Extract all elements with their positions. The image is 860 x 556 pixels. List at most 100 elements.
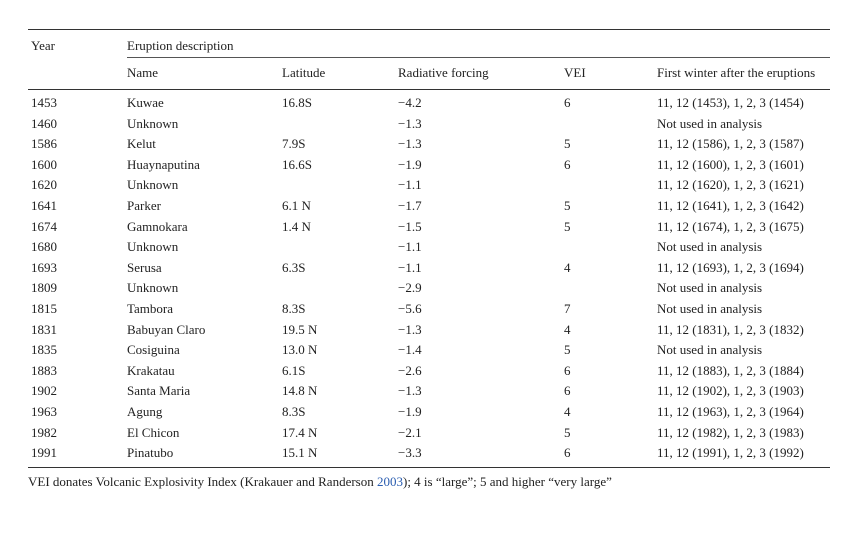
table-row: 1963 Agung 8.3S −1.9 4 11, 12 (1963), 1, 2, 3… — [0, 404, 860, 424]
cell-name: Pinatubo — [127, 445, 174, 461]
footnote-citation-link[interactable]: 2003 — [376, 474, 403, 489]
cell-first-winter: Not used in analysis — [657, 239, 763, 255]
cell-name: Gamnokara — [127, 218, 188, 234]
cell-first-winter: Not used in analysis — [657, 342, 763, 358]
table-row: 1453 Kuwae 16.8S −4.2 6 11, 12 (1453), 1, 2, … — [0, 95, 860, 115]
cell-latitude: 6.1 N — [282, 198, 311, 213]
cell-first-winter: 11, 12 (1902), 1, 2, 3 (1903) — [657, 383, 804, 399]
cell-vei: 5 — [564, 198, 571, 213]
cell-radiative-forcing: −1.1 — [398, 177, 422, 193]
cell-first-winter: Not used in analysis — [657, 115, 763, 131]
cell-latitude: 19.5 N — [282, 321, 318, 337]
cell-vei: 6 — [564, 156, 571, 172]
cell-name: Babuyan Claro — [127, 321, 206, 337]
cell-year: 1963 — [31, 404, 57, 419]
cell-first-winter: 11, 12 (1963), 1, 2, 3 (1964) — [657, 404, 804, 419]
table-row: 1600 Huaynaputina 16.6S −1.9 6 11, 12 (1600),… — [0, 157, 860, 177]
header-vei: VEI — [564, 65, 586, 80]
cell-name: Kuwae — [127, 95, 164, 110]
table-row: 1641 Parker 6.1 N −1.7 5 11, 12 (1641), 1, 2,… — [0, 198, 860, 218]
cell-vei: 5 — [564, 136, 571, 152]
cell-name: Unknown — [127, 239, 179, 255]
cell-vei: 6 — [564, 95, 571, 110]
cell-vei: 4 — [564, 404, 571, 419]
cell-name: Agung — [127, 404, 163, 419]
header-year: Year — [31, 38, 55, 53]
cell-radiative-forcing: −1.1 — [398, 239, 422, 255]
cell-first-winter: Not used in analysis — [657, 301, 763, 316]
cell-latitude: 16.6S — [282, 156, 312, 172]
table-row: 1620 Unknown −1.1 11, 12 (1620), 1, 2, 3 (1… — [0, 177, 860, 197]
cell-vei: 4 — [564, 321, 571, 337]
cell-radiative-forcing: −1.4 — [398, 342, 422, 358]
cell-radiative-forcing: −1.7 — [398, 198, 422, 213]
cell-latitude: 7.9S — [282, 136, 306, 152]
cell-name: Cosiguina — [127, 342, 180, 358]
cell-year: 1835 — [31, 342, 57, 358]
cell-vei: 6 — [564, 383, 571, 399]
table-row: 1831 Babuyan Claro 19.5 N −1.3 4 11, 12 (1831… — [0, 322, 860, 342]
table-row: 1815 Tambora 8.3S −5.6 7 Not used in analysis — [0, 301, 860, 321]
cell-latitude: 8.3S — [282, 404, 306, 419]
cell-first-winter: 11, 12 (1453), 1, 2, 3 (1454) — [657, 95, 804, 110]
cell-year: 1991 — [31, 445, 57, 461]
cell-year: 1641 — [31, 198, 57, 213]
cell-vei: 4 — [564, 259, 571, 275]
cell-vei: 6 — [564, 362, 571, 378]
cell-name: Serusa — [127, 259, 162, 275]
bottom-rule — [28, 467, 830, 468]
cell-year: 1600 — [31, 156, 57, 172]
header-eruption-description: Eruption description — [127, 38, 234, 53]
cell-first-winter: 11, 12 (1600), 1, 2, 3 (1601) — [657, 156, 804, 172]
table-row: 1460 Unknown −1.3 Not used in analysis — [0, 116, 860, 136]
cell-name: Parker — [127, 198, 161, 213]
cell-radiative-forcing: −2.9 — [398, 280, 422, 296]
cell-latitude: 14.8 N — [282, 383, 318, 399]
table-footnote: VEI donates Volcanic Explosivity Index (… — [28, 474, 612, 490]
table-row: 1586 Kelut 7.9S −1.3 5 11, 12 (1586), 1, 2, 3… — [0, 136, 860, 156]
cell-radiative-forcing: −1.3 — [398, 136, 422, 152]
cell-vei: 7 — [564, 301, 571, 316]
cell-year: 1586 — [31, 136, 57, 152]
cell-vei: 5 — [564, 424, 571, 440]
header-bottom-rule — [28, 89, 830, 90]
table-row: 1693 Serusa 6.3S −1.1 4 11, 12 (1693), 1, 2, … — [0, 260, 860, 280]
cell-name: Unknown — [127, 280, 179, 296]
cell-radiative-forcing: −1.3 — [398, 321, 422, 337]
cell-name: El Chicon — [127, 424, 180, 440]
cell-latitude: 13.0 N — [282, 342, 318, 358]
cell-first-winter: 11, 12 (1693), 1, 2, 3 (1694) — [657, 259, 804, 275]
table-row: 1902 Santa Maria 14.8 N −1.3 6 11, 12 (1902),… — [0, 383, 860, 403]
cell-radiative-forcing: −1.9 — [398, 156, 422, 172]
cell-first-winter: 11, 12 (1831), 1, 2, 3 (1832) — [657, 321, 804, 337]
table-row: 1991 Pinatubo 15.1 N −3.3 6 11, 12 (1991), 1,… — [0, 445, 860, 465]
table-row: 1809 Unknown −2.9 Not used in analysis — [0, 280, 860, 300]
cell-first-winter: 11, 12 (1674), 1, 2, 3 (1675) — [657, 218, 804, 234]
cell-first-winter: 11, 12 (1982), 1, 2, 3 (1983) — [657, 424, 804, 440]
header-radiative-forcing: Radiative forcing — [398, 65, 489, 80]
table-row: 1982 El Chicon 17.4 N −2.1 5 11, 12 (1982), 1… — [0, 425, 860, 445]
table-row: 1883 Krakatau 6.1S −2.6 6 11, 12 (1883), 1, 2… — [0, 363, 860, 383]
top-rule — [28, 29, 830, 30]
cell-latitude: 8.3S — [282, 301, 306, 316]
cell-vei: 6 — [564, 445, 571, 461]
cell-first-winter: 11, 12 (1586), 1, 2, 3 (1587) — [657, 136, 804, 152]
cell-latitude: 6.3S — [282, 259, 306, 275]
table-row: 1680 Unknown −1.1 Not used in analysis — [0, 239, 860, 259]
cell-latitude: 6.1S — [282, 362, 306, 378]
cell-latitude: 17.4 N — [282, 424, 318, 440]
cell-name: Santa Maria — [127, 383, 191, 399]
cell-year: 1831 — [31, 321, 57, 337]
cell-year: 1809 — [31, 280, 57, 296]
cell-year: 1453 — [31, 95, 57, 110]
cell-radiative-forcing: −1.3 — [398, 115, 422, 131]
cell-name: Unknown — [127, 115, 179, 131]
cell-radiative-forcing: −2.6 — [398, 362, 422, 378]
footnote-text-end: ); 4 is “large”; 5 and higher “very larg… — [402, 474, 612, 489]
header-group-rule — [127, 57, 830, 58]
cell-first-winter: 11, 12 (1641), 1, 2, 3 (1642) — [657, 198, 804, 213]
cell-latitude: 16.8S — [282, 95, 312, 110]
cell-radiative-forcing: −1.1 — [398, 259, 422, 275]
cell-name: Kelut — [127, 136, 156, 152]
cell-latitude: 15.1 N — [282, 445, 318, 461]
